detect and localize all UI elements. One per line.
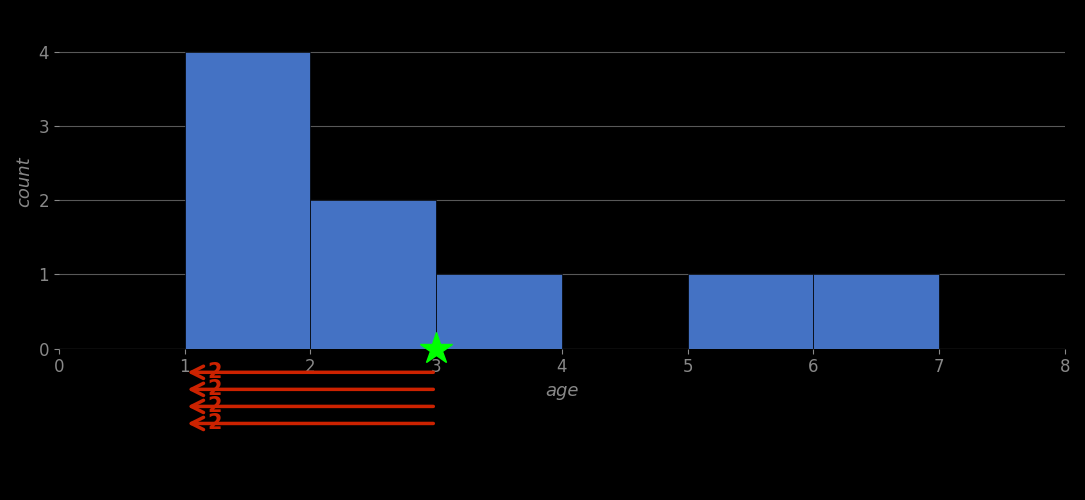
X-axis label: age: age <box>545 382 578 400</box>
Bar <box>688 274 814 348</box>
Bar <box>310 200 436 348</box>
Text: 2: 2 <box>208 380 222 400</box>
Text: 2: 2 <box>208 414 222 434</box>
Y-axis label: count: count <box>15 156 33 207</box>
Text: 2: 2 <box>208 362 222 382</box>
Bar <box>184 52 310 348</box>
Bar <box>436 274 562 348</box>
Text: 2: 2 <box>208 396 222 416</box>
Bar <box>814 274 939 348</box>
Bar <box>1064 200 1085 348</box>
